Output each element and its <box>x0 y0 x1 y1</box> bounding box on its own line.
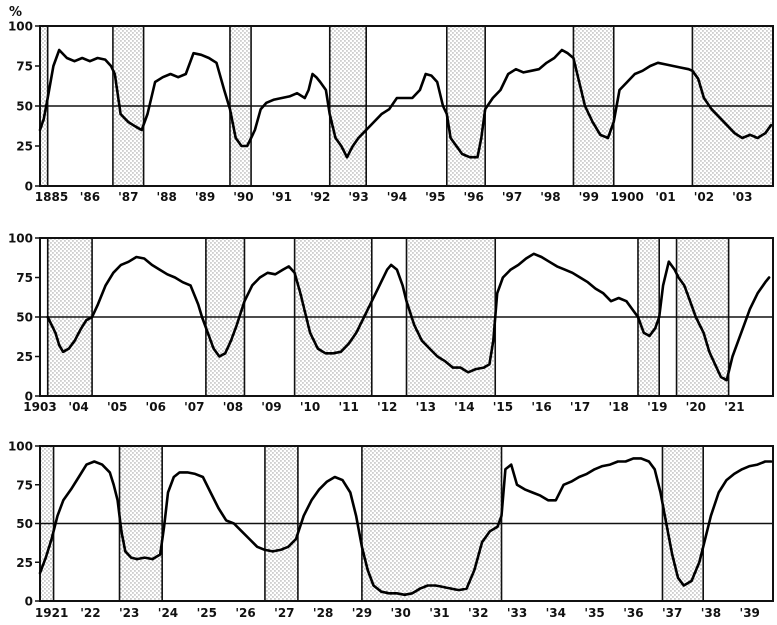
x-tick-label: '16 <box>531 400 551 414</box>
x-tick-label: '17 <box>570 400 590 414</box>
x-tick-label: '11 <box>338 400 358 414</box>
x-tick-label: '35 <box>584 606 604 620</box>
y-tick-label: 50 <box>16 100 33 114</box>
x-tick-label: '88 <box>156 190 176 204</box>
x-tick-label: '06 <box>146 400 166 414</box>
y-tick-label: 50 <box>16 311 33 325</box>
x-tick-label: '28 <box>313 606 333 620</box>
x-tick-label: '33 <box>507 606 527 620</box>
x-tick-label: '36 <box>623 606 643 620</box>
x-tick-label: '25 <box>197 606 217 620</box>
x-tick-label: '30 <box>390 606 410 620</box>
x-tick-label: '23 <box>119 606 139 620</box>
x-tick-label: '21 <box>724 400 744 414</box>
x-tick-label: '99 <box>579 190 599 204</box>
y-tick-label: 0 <box>25 390 33 404</box>
x-tick-label: 1900 <box>610 190 643 204</box>
series-line <box>38 48 773 159</box>
x-tick-label: '89 <box>195 190 215 204</box>
y-tick-label: 75 <box>16 60 33 74</box>
x-tick-label: '94 <box>387 190 407 204</box>
x-tick-label: 1903 <box>23 400 56 414</box>
x-tick-label: '93 <box>348 190 368 204</box>
x-tick-label: '24 <box>158 606 178 620</box>
x-tick-label: '92 <box>310 190 330 204</box>
panel-1: 0 25 50 75 100 1885 '86 '87 '88 '89 '90 '91 '92 '93 '9… <box>8 20 774 204</box>
x-tick-label: '37 <box>662 606 682 620</box>
x-tick-label: '31 <box>429 606 449 620</box>
x-tick-label: '29 <box>352 606 372 620</box>
x-tick-label: '02 <box>694 190 714 204</box>
x-tick-label: '19 <box>647 400 667 414</box>
y-tick-label: 50 <box>16 517 33 531</box>
x-tick-label: '86 <box>80 190 100 204</box>
x-tick-label: '32 <box>468 606 488 620</box>
x-tick-label: '39 <box>740 606 760 620</box>
x-tick-label: '05 <box>107 400 127 414</box>
x-tick-label: '98 <box>540 190 560 204</box>
x-tick-label: '27 <box>274 606 294 620</box>
y-tick-label: 0 <box>25 180 33 194</box>
x-tick-label: '26 <box>235 606 255 620</box>
y-tick-label: 100 <box>8 440 33 454</box>
series-line <box>46 252 771 382</box>
x-tick-label: '07 <box>184 400 204 414</box>
y-tick-label: 100 <box>8 20 33 34</box>
x-tick-label: '38 <box>701 606 721 620</box>
y-tick-label: 75 <box>16 271 33 285</box>
x-tick-label: '20 <box>686 400 706 414</box>
y-tick-label: 25 <box>16 350 33 364</box>
y-axis-label: % <box>9 5 22 20</box>
x-tick-label: 1921 <box>35 606 68 620</box>
x-tick-label: '10 <box>300 400 320 414</box>
x-tick-label: '03 <box>732 190 752 204</box>
x-tick-label: '18 <box>608 400 628 414</box>
x-tick-label: '04 <box>68 400 88 414</box>
x-tick-label: '91 <box>272 190 292 204</box>
x-tick-label: '14 <box>454 400 474 414</box>
y-tick-label: 75 <box>16 478 33 492</box>
x-tick-label: '08 <box>223 400 243 414</box>
x-tick-label: '13 <box>416 400 436 414</box>
x-tick-label: '15 <box>493 400 513 414</box>
series-line <box>38 457 773 597</box>
x-tick-label: '34 <box>546 606 566 620</box>
x-tick-label: '90 <box>233 190 253 204</box>
y-tick-label: 25 <box>16 140 33 154</box>
x-tick-label: '87 <box>118 190 138 204</box>
x-tick-label: '09 <box>261 400 281 414</box>
y-tick-label: 25 <box>16 556 33 570</box>
y-tick-label: 0 <box>25 595 33 609</box>
x-tick-label: '01 <box>655 190 675 204</box>
x-tick-label: '97 <box>502 190 522 204</box>
y-tick-label: 100 <box>8 232 33 246</box>
x-tick-label: '95 <box>425 190 445 204</box>
panel-2: 0 25 50 75 100 1903 '04 '05 '06 '07 '08 '09 '10 '11 '1… <box>8 232 774 414</box>
x-tick-label: 1885 <box>35 190 68 204</box>
panel-3: 0 25 50 75 100 1921 '22 '23 '24 '25 '26 '27 '28 '29 '3… <box>8 440 774 620</box>
x-tick-label: '12 <box>377 400 397 414</box>
x-tick-label: '22 <box>80 606 100 620</box>
x-tick-label: '96 <box>463 190 483 204</box>
